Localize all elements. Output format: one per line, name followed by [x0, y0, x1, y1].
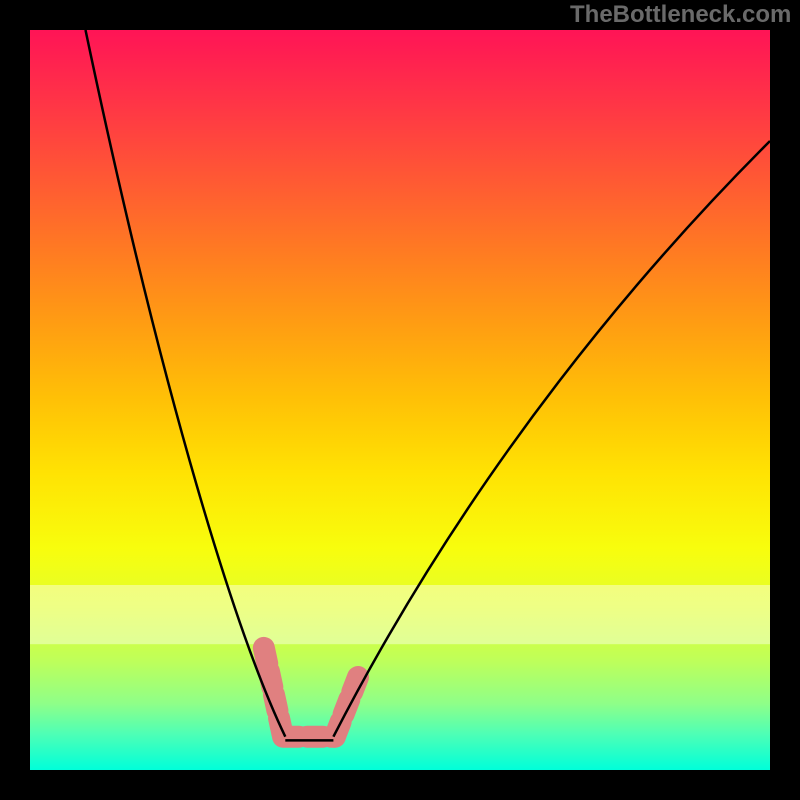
watermark: TheBottleneck.com: [570, 1, 791, 28]
plot-background: [30, 30, 770, 770]
bottleneck-chart: TheBottleneck.com: [0, 0, 800, 800]
